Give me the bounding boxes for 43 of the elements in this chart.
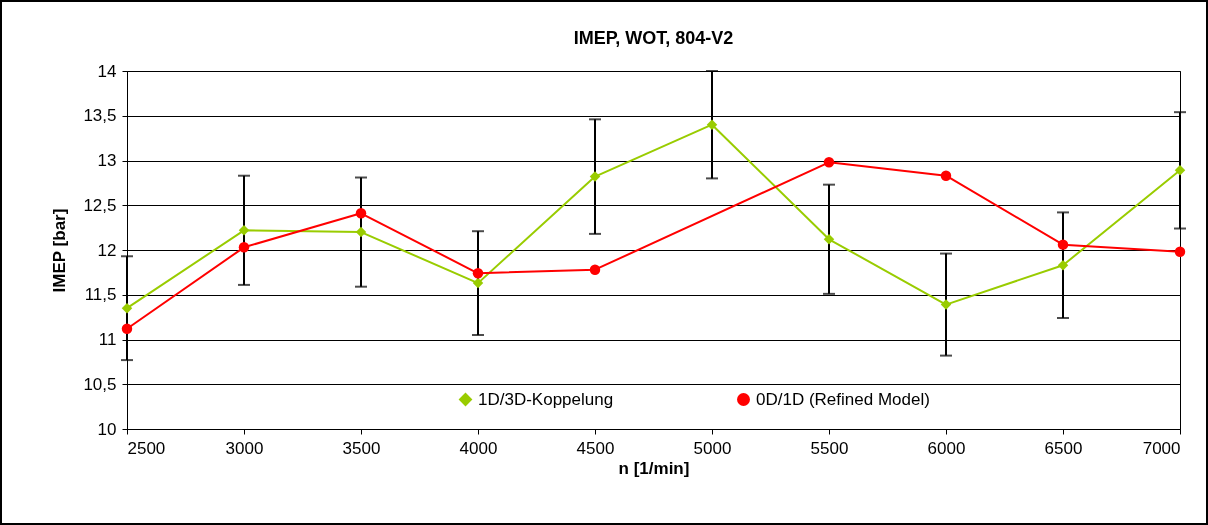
y-tick-label: 14 [97, 61, 117, 81]
x-tick-label: 2500 [127, 438, 166, 458]
point [355, 226, 367, 238]
legend-label: 0D/1D (Refined Model) [756, 389, 930, 409]
point [238, 242, 250, 253]
chart-title: IMEP, WOT, 804-V2 [573, 28, 734, 48]
y-tick-label: 13 [97, 151, 117, 170]
point [589, 264, 601, 275]
x-tick-label: 3000 [225, 438, 264, 458]
point [472, 277, 484, 289]
y-tick-label: 12 [97, 240, 117, 260]
x-tick-label: 5000 [693, 438, 732, 458]
point [706, 119, 718, 130]
point [472, 268, 484, 279]
x-tick-label: 3500 [342, 438, 381, 458]
x-tick-label: 4500 [576, 438, 615, 458]
y-axis-title: IMEP [bar] [50, 208, 70, 293]
point [589, 171, 601, 182]
y-tick-label: 11,5 [84, 285, 117, 305]
point [355, 208, 367, 219]
point [1174, 246, 1186, 258]
x-tick-label: 6000 [927, 438, 966, 458]
x-axis-title: n [1/min] [618, 458, 690, 478]
legend-label: 1D/3D-Koppelung [478, 389, 614, 409]
x-tick-label: 4000 [459, 438, 498, 458]
y-tick-label: 11 [98, 330, 117, 349]
y-tick-label: 10 [97, 419, 117, 439]
point [1174, 165, 1186, 176]
y-tick-label: 10,5 [83, 374, 117, 394]
point [940, 170, 952, 181]
x-tick-label: 6500 [1044, 438, 1083, 458]
y-tick-label: 13,5 [83, 106, 117, 126]
point [823, 157, 835, 168]
point [238, 225, 250, 236]
point [1057, 239, 1069, 250]
point [121, 302, 133, 314]
point [823, 234, 835, 245]
x-tick-label: 5500 [810, 438, 849, 458]
point [121, 323, 133, 334]
point [940, 299, 952, 310]
y-tick-label: 12,5 [83, 195, 117, 215]
point [1057, 259, 1069, 271]
x-tick-label: 7000 [1142, 438, 1181, 458]
